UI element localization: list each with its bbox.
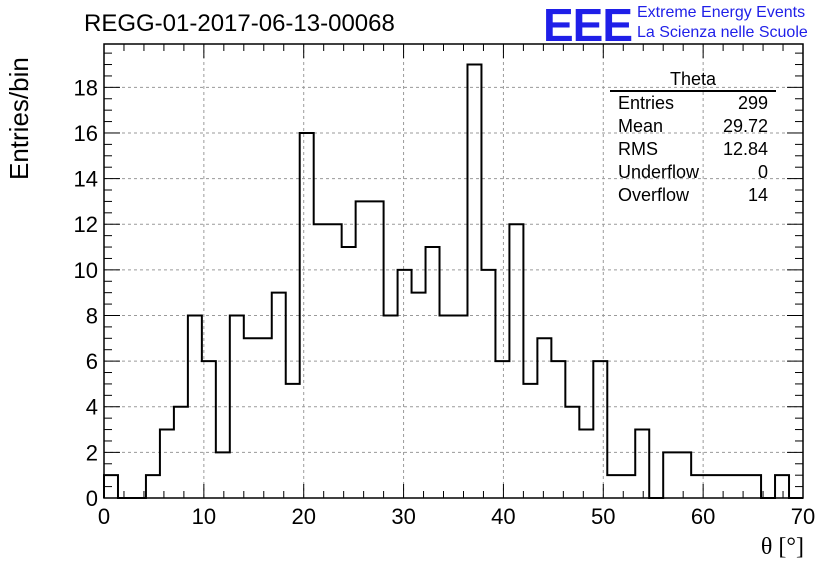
eee-logo: EEE (543, 0, 633, 51)
x-tick-label: 20 (291, 504, 315, 529)
stats-row-rms: RMS 12.84 (610, 138, 776, 161)
logo-line-1: Extreme Energy Events (637, 4, 806, 21)
histogram-bin (272, 293, 286, 498)
stats-row-entries: Entries 299 (610, 92, 776, 115)
y-tick-label: 18 (74, 75, 98, 100)
histogram-bin (426, 247, 440, 498)
stats-label: Underflow (618, 162, 700, 182)
stats-label: Mean (618, 116, 664, 136)
histogram-bin (593, 361, 607, 498)
y-tick-label: 10 (74, 258, 98, 283)
y-tick-label: 4 (86, 395, 98, 420)
y-tick-label: 0 (86, 486, 98, 511)
histogram-bin (733, 475, 747, 498)
histogram-bin (258, 338, 272, 498)
stats-title: Theta (610, 68, 776, 92)
x-tick-label: 30 (391, 504, 415, 529)
x-tick-label: 60 (691, 504, 715, 529)
histogram-bin (467, 65, 481, 498)
stats-label: Entries (618, 93, 675, 113)
stats-value: 12.84 (722, 139, 768, 159)
x-axis-label: θ [°] (760, 534, 804, 560)
y-tick-label: 16 (74, 121, 98, 146)
y-tick-label: 12 (74, 212, 98, 237)
y-tick-label: 14 (74, 167, 98, 192)
stats-value: 299 (737, 93, 768, 113)
histogram-bin (244, 338, 258, 498)
y-axis-label: Entries/bin (4, 57, 34, 180)
histogram-bin (370, 201, 384, 498)
histogram-bin (356, 201, 370, 498)
stats-row-underflow: Underflow 0 (610, 161, 776, 184)
plot-frame (103, 43, 804, 499)
histogram-bin (663, 452, 677, 498)
histogram-bin (537, 338, 551, 498)
histogram-bin (481, 270, 495, 498)
x-tick-label: 0 (98, 504, 110, 529)
histogram-step-line (103, 63, 803, 499)
histogram-bin (495, 361, 509, 498)
y-tick-label: 2 (86, 440, 98, 465)
chart-title: REGG-01-2017-06-13-00068 (84, 10, 395, 37)
histogram-bin (705, 475, 719, 498)
histogram-bin (719, 475, 733, 498)
stats-box: Theta Entries 299 Mean 29.72 RMS 12.84 U… (610, 68, 776, 207)
y-tick-label: 6 (86, 349, 98, 374)
x-tick-label: 40 (491, 504, 515, 529)
histogram-bin (398, 270, 412, 498)
histogram-bin (509, 224, 523, 498)
logo-line-2: La Scienza nelle Scuole (637, 24, 808, 41)
histogram-bin (579, 430, 593, 498)
histogram-bin (747, 475, 761, 498)
histogram-bin (286, 384, 300, 498)
x-tick-label: 50 (591, 504, 615, 529)
histogram-bin (146, 475, 160, 498)
stats-row-mean: Mean 29.72 (610, 115, 776, 138)
histogram-bin (342, 247, 356, 498)
histogram-bin (412, 293, 426, 498)
x-tick-label: 10 (192, 504, 216, 529)
stats-label: Overflow (618, 185, 690, 205)
histogram-bin (677, 452, 691, 498)
y-tick-label: 8 (86, 303, 98, 328)
stats-value: 29.72 (722, 116, 768, 136)
histogram-bin (216, 452, 230, 498)
histogram-bin (607, 475, 621, 498)
histogram-bin (384, 315, 398, 498)
stats-label: RMS (618, 139, 658, 159)
stats-value: 0 (757, 162, 768, 182)
histogram-bin (300, 133, 314, 498)
x-tick-label: 70 (791, 504, 815, 529)
histogram-bin (523, 384, 537, 498)
histogram-bin (174, 407, 188, 498)
stats-value: 14 (747, 185, 768, 205)
stats-row-overflow: Overflow 14 (610, 184, 776, 207)
histogram-bin (775, 475, 789, 498)
histogram-bin (160, 430, 174, 498)
histogram-bin (635, 430, 649, 498)
histogram-bin (551, 361, 565, 498)
